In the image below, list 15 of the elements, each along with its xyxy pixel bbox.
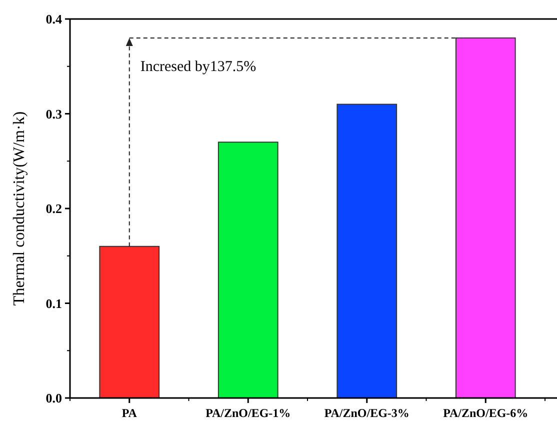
bar <box>455 37 516 398</box>
bar <box>218 142 278 398</box>
y-tick-label: 0.1 <box>46 296 62 311</box>
bar <box>336 104 398 398</box>
y-tick-label: 0.3 <box>46 106 62 122</box>
bar <box>99 246 160 398</box>
x-tick-label: PA <box>122 406 138 420</box>
y-tick-label: 0.2 <box>46 201 62 216</box>
annotation: Incresed by137.5% <box>140 58 256 75</box>
x-tick-label: PA/ZnO/EG-1% <box>206 406 291 420</box>
y-axis-title: Thermal conductivity(W/m·k) <box>11 111 28 306</box>
x-tick-label: PA/ZnO/EG-6% <box>443 406 528 420</box>
y-tick-label: 0.0 <box>46 390 62 406</box>
x-tick-label: PA/ZnO/EG-3% <box>324 406 410 420</box>
y-tick-label: 0.4 <box>46 12 62 27</box>
